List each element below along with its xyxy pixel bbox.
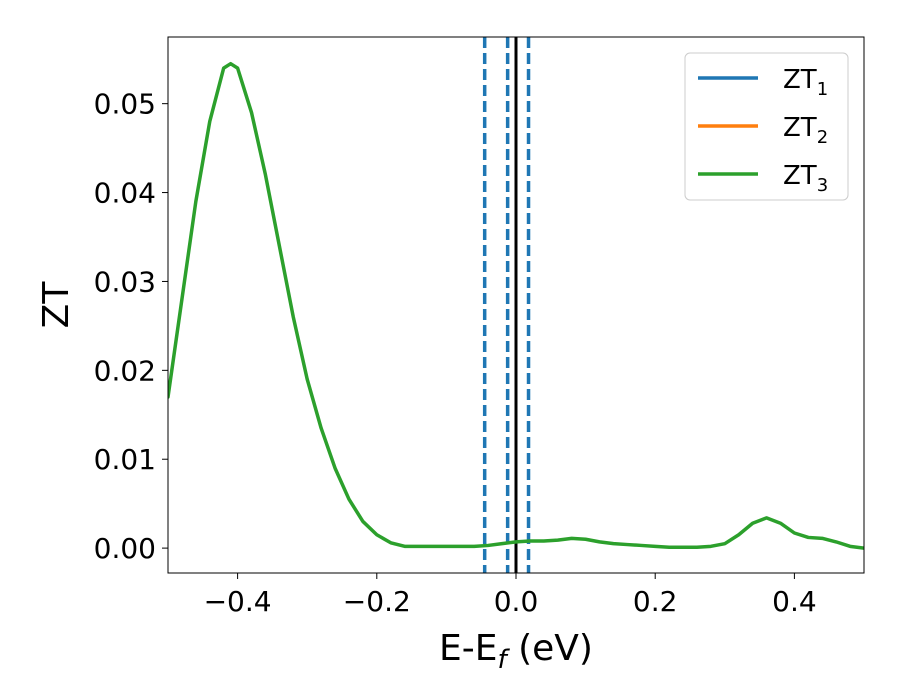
x-axis-label: E-Ef (eV) xyxy=(439,628,593,675)
legend-label: ZT3 xyxy=(783,161,828,196)
legend-label: ZT1 xyxy=(783,65,828,100)
x-tick-label: 0.4 xyxy=(772,585,817,618)
y-axis-label: ZT xyxy=(36,281,77,329)
x-tick-label: 0.2 xyxy=(633,585,678,618)
y-tick-label: 0.00 xyxy=(94,532,156,565)
legend-label: ZT2 xyxy=(783,113,828,148)
y-tick-label: 0.02 xyxy=(94,354,156,387)
y-tick-label: 0.03 xyxy=(94,265,156,298)
x-tick-label: 0.0 xyxy=(494,585,539,618)
y-tick-label: 0.05 xyxy=(94,88,156,121)
y-tick-label: 0.04 xyxy=(94,177,156,210)
y-tick-label: 0.01 xyxy=(94,443,156,476)
plot-area xyxy=(168,37,864,573)
series-line-3 xyxy=(168,61,864,550)
legend: ZT1 ZT2 ZT3 xyxy=(684,52,849,201)
x-axis: −0.4 −0.2 0.0 0.2 0.4 xyxy=(204,573,817,618)
x-tick-label: −0.4 xyxy=(204,585,272,618)
y-axis: 0.00 0.01 0.02 0.03 0.04 0.05 xyxy=(94,88,168,565)
x-tick-label: −0.2 xyxy=(343,585,411,618)
legend-box xyxy=(684,52,849,201)
